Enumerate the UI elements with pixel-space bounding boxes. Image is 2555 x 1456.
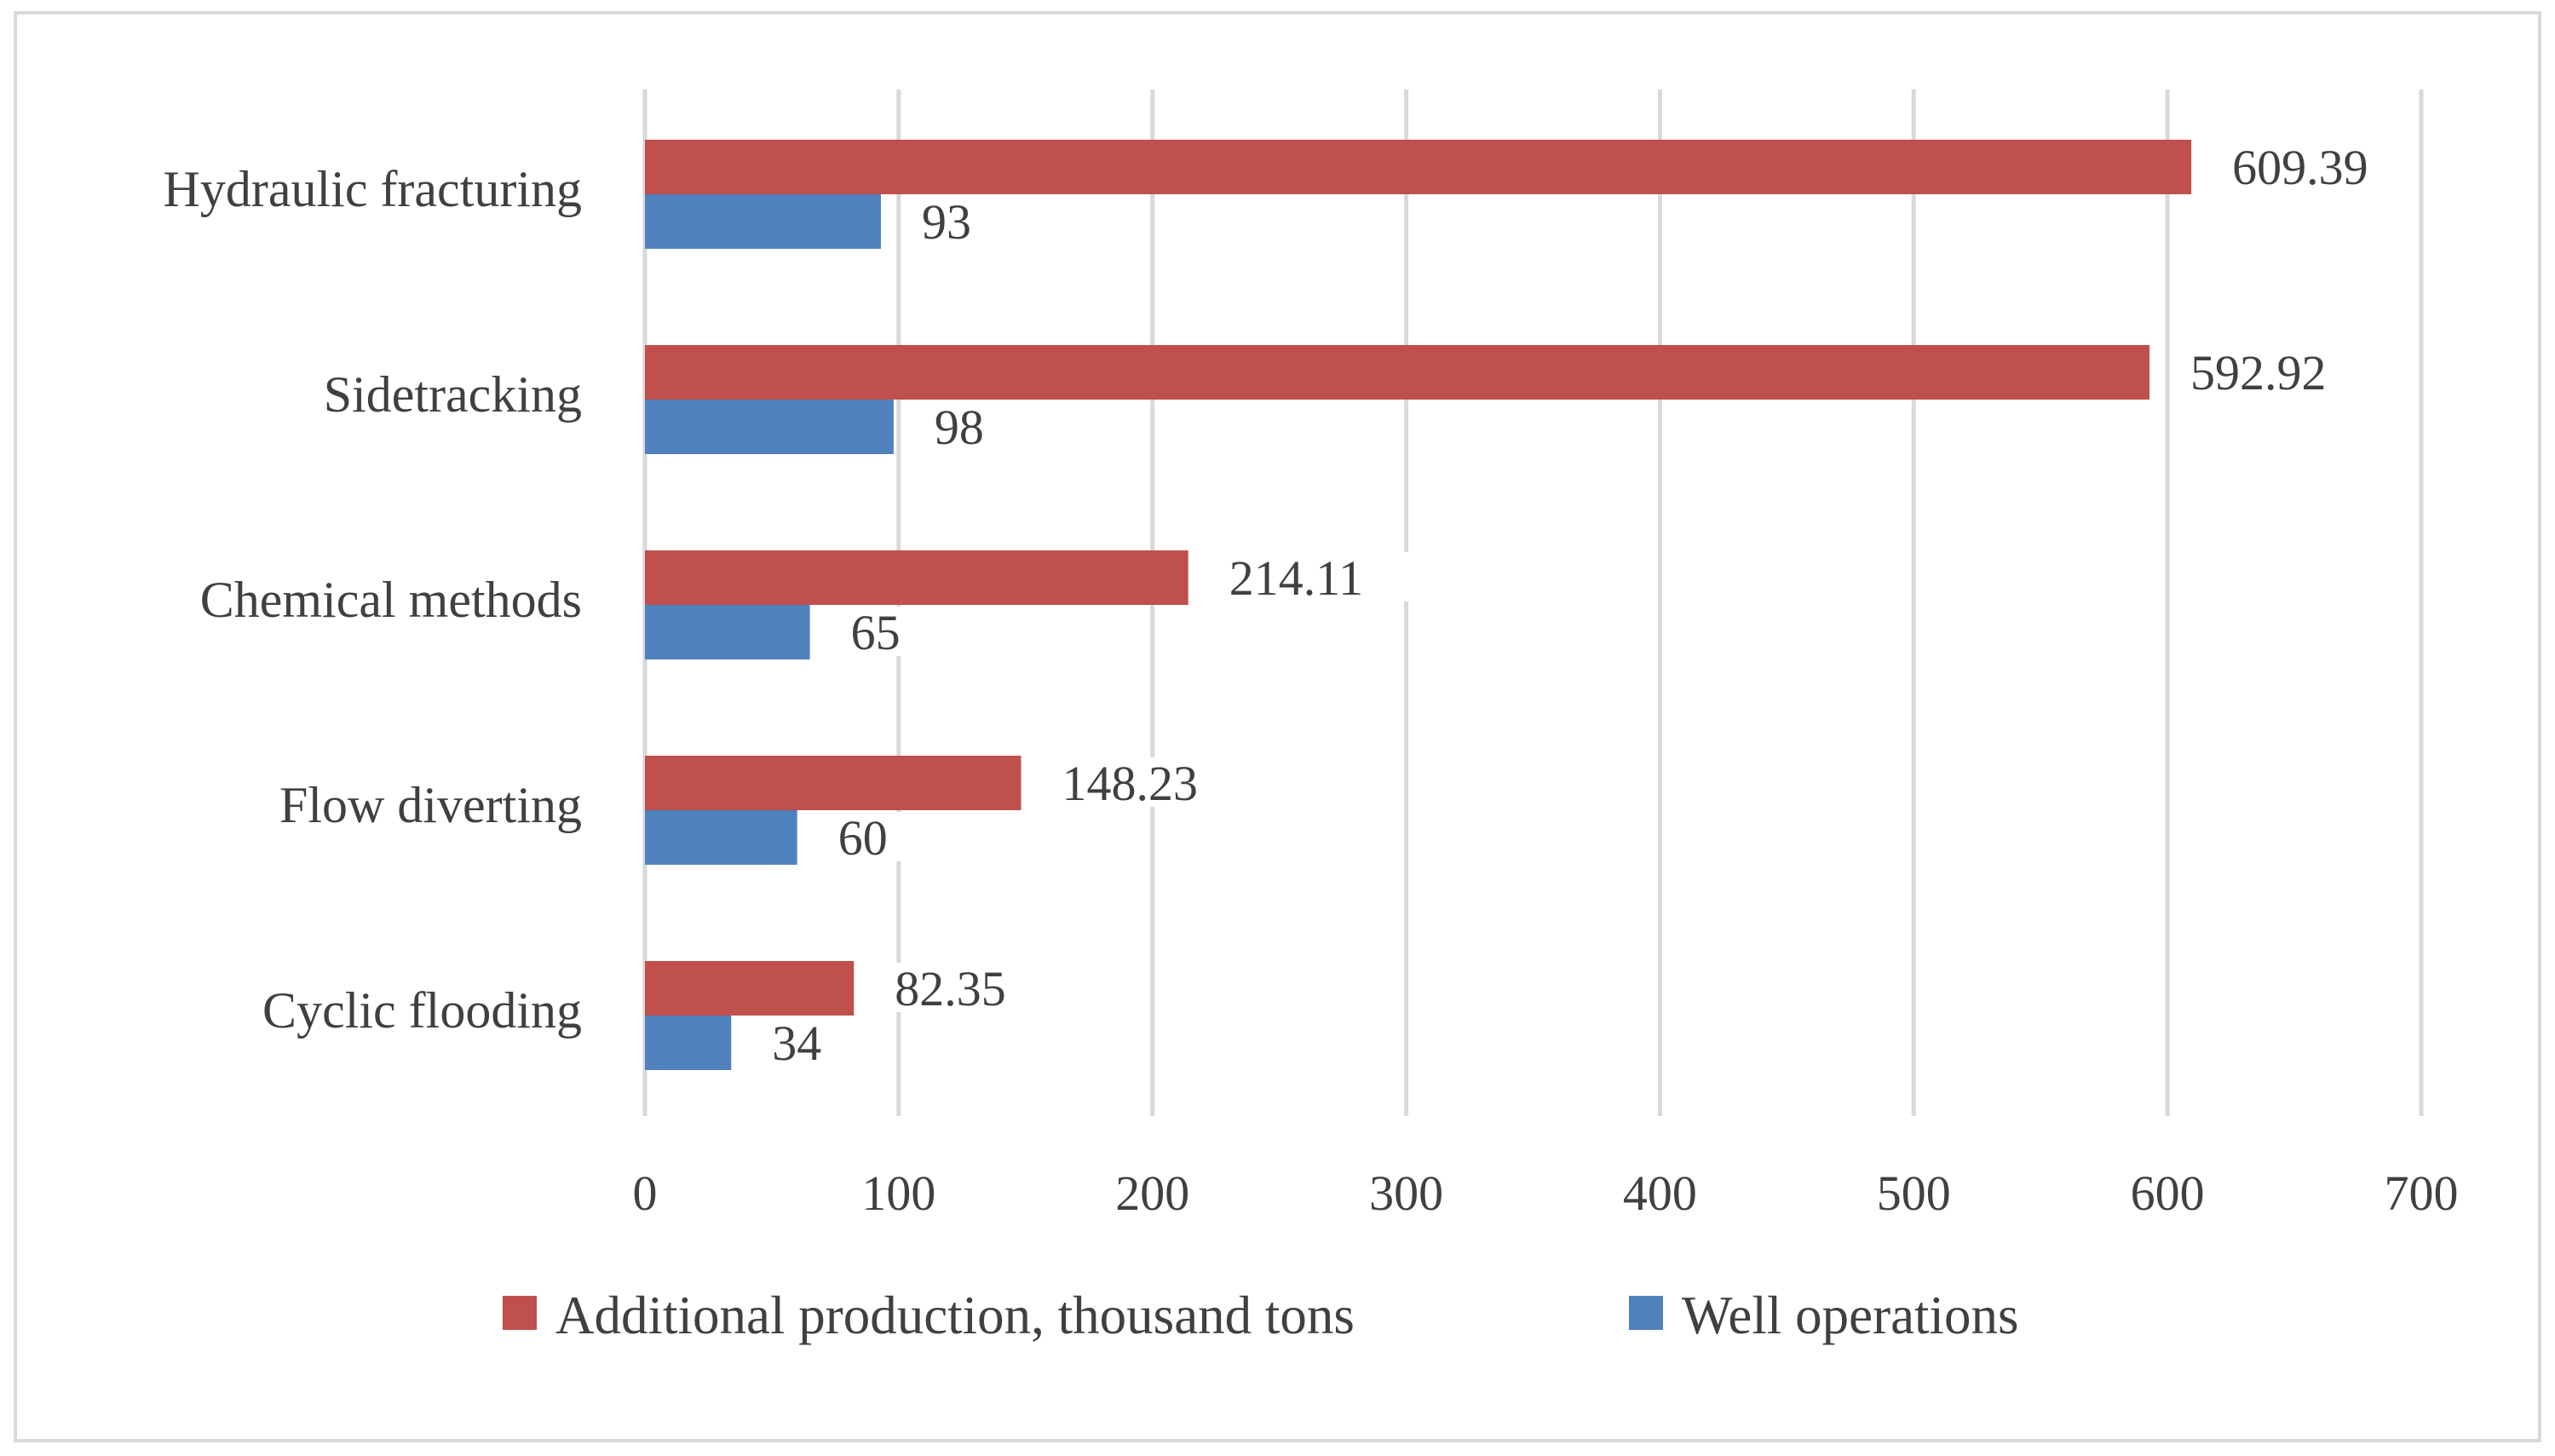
x-tick-label-0: 0 — [633, 1165, 658, 1221]
bar-additional-production-hydraulic-fracturing — [645, 140, 2192, 194]
data-label-bg-0-0 — [2217, 141, 2414, 191]
bar-well-operations-cyclic-flooding — [645, 1016, 732, 1070]
data-label-bg-0-4 — [879, 963, 1076, 1012]
bar-well-operations-sidetracking — [645, 400, 894, 454]
bar-additional-production-chemical-methods — [645, 550, 1188, 605]
x-tick-label-200: 200 — [1115, 1165, 1189, 1221]
bar-well-operations-hydraulic-fracturing — [645, 194, 882, 249]
data-label-additional-production-sidetracking: 592.92 — [2190, 345, 2327, 400]
legend-label-1: Well operations — [1682, 1286, 2019, 1345]
category-label-sidetracking: Sidetracking — [324, 366, 582, 423]
data-label-well-operations-sidetracking: 98 — [935, 400, 984, 455]
data-label-bg-0-1 — [2175, 347, 2372, 396]
data-label-bg-1-4 — [757, 1017, 860, 1067]
axes: 0 100 200 300 400 500 600 700 Hydraulic fracturi… — [164, 161, 2459, 1221]
data-label-additional-production-cyclic-flooding: 82.35 — [895, 961, 1006, 1016]
category-label-flow-diverting: Flow diverting — [279, 777, 582, 833]
legend-swatch-1 — [1629, 1296, 1663, 1330]
data-label-bg-0-2 — [1213, 552, 1410, 601]
data-label-well-operations-flow-diverting: 60 — [838, 810, 888, 866]
x-tick-label-700: 700 — [2385, 1165, 2459, 1221]
data-label-well-operations-hydraulic-fracturing: 93 — [922, 194, 971, 250]
data-label-bg-1-1 — [918, 401, 1021, 451]
data-label-bg-1-0 — [906, 196, 1010, 245]
data-label-additional-production-flow-diverting: 148.23 — [1062, 756, 1199, 811]
data-labels: 609.39 93 592.92 98 214.11 65 148.23 60 82.35 34 — [757, 140, 2414, 1071]
x-tick-label-500: 500 — [1877, 1165, 1951, 1221]
data-label-bg-1-2 — [835, 607, 938, 656]
data-label-well-operations-cyclic-flooding: 34 — [772, 1016, 821, 1071]
legend: Additional production, thousand tons Well… — [503, 1286, 2019, 1345]
legend-swatch-0 — [503, 1296, 537, 1330]
x-tick-label-100: 100 — [861, 1165, 935, 1221]
data-label-bg-0-3 — [1046, 757, 1243, 807]
x-tick-label-400: 400 — [1623, 1165, 1697, 1221]
data-label-additional-production-hydraulic-fracturing: 609.39 — [2232, 140, 2368, 195]
x-tick-label-300: 300 — [1369, 1165, 1443, 1221]
x-tick-label-600: 600 — [2131, 1165, 2205, 1221]
bar-additional-production-sidetracking — [645, 345, 2150, 400]
data-label-well-operations-chemical-methods: 65 — [851, 605, 901, 660]
bars — [645, 140, 2192, 1070]
chart-border — [14, 11, 2541, 1442]
bar-well-operations-flow-diverting — [645, 810, 797, 865]
bar-well-operations-chemical-methods — [645, 605, 810, 659]
legend-label-0: Additional production, thousand tons — [555, 1286, 1355, 1345]
data-label-additional-production-chemical-methods: 214.11 — [1229, 550, 1363, 606]
bar-additional-production-flow-diverting — [645, 756, 1021, 810]
category-label-chemical-methods: Chemical methods — [200, 572, 582, 628]
category-label-hydraulic-fracturing: Hydraulic fracturing — [164, 161, 582, 217]
data-label-bg-1-3 — [822, 812, 925, 861]
category-label-cyclic-flooding: Cyclic flooding — [262, 982, 582, 1039]
bar-additional-production-cyclic-flooding — [645, 961, 855, 1016]
